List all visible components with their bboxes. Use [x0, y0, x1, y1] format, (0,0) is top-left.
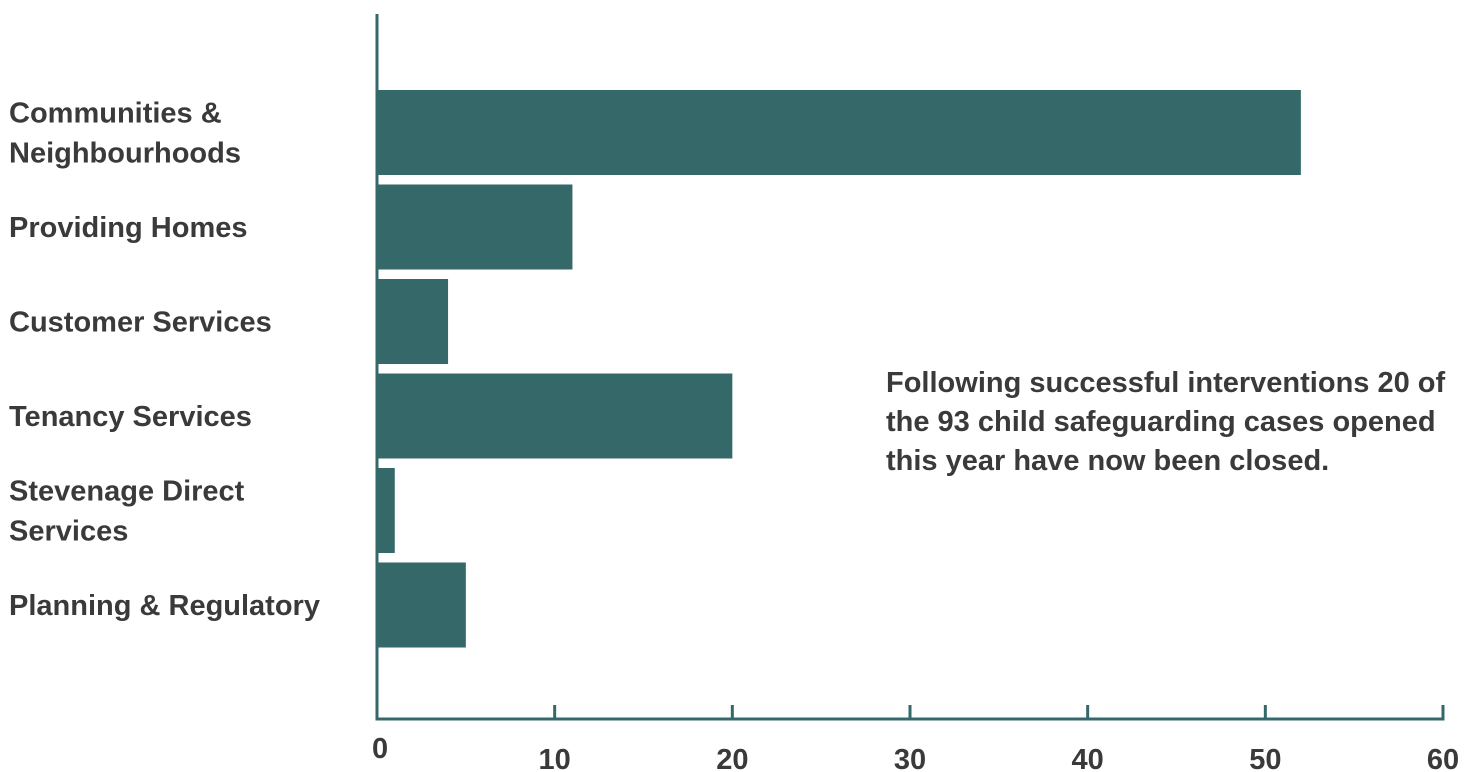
category-label-line: Communities & — [9, 98, 222, 130]
bar-5 — [377, 562, 466, 648]
x-tick-label-0: 0 — [372, 733, 388, 765]
category-label-line: Neighbourhoods — [9, 138, 241, 170]
category-label-3: Tenancy Services — [9, 401, 252, 433]
category-label-4: Stevenage Direct Services — [9, 476, 245, 548]
bar-1 — [377, 184, 573, 270]
category-label-1: Providing Homes — [9, 212, 248, 244]
bar-4 — [377, 468, 395, 553]
tick-labels-group: 0 10 20 30 40 50 60 — [372, 733, 1459, 772]
category-label-line: Customer Services — [9, 307, 272, 339]
category-label-line: Planning & Regulatory — [9, 590, 320, 622]
x-tick-label-5: 50 — [1249, 744, 1281, 772]
x-tick-label-1: 10 — [539, 744, 571, 772]
category-label-2: Customer Services — [9, 307, 272, 339]
x-tick-label-2: 20 — [716, 744, 748, 772]
category-labels-group: Communities & Neighbourhoods Providing Hom… — [9, 98, 320, 623]
bar-0 — [377, 90, 1301, 175]
category-label-line: Tenancy Services — [9, 401, 252, 433]
x-tick-label-6: 60 — [1427, 744, 1459, 772]
axes-group — [375, 14, 1445, 721]
bars-group — [377, 90, 1301, 648]
bar-3 — [377, 373, 733, 459]
x-tick-label-4: 40 — [1072, 744, 1104, 772]
category-label-line: Providing Homes — [9, 212, 248, 244]
category-label-5: Planning & Regulatory — [9, 590, 320, 622]
category-label-line: Services — [9, 516, 128, 548]
chart-annotation: Following successful interventions 20 of… — [886, 367, 1446, 477]
category-label-0: Communities & Neighbourhoods — [9, 98, 241, 170]
bar-2 — [377, 279, 449, 364]
category-label-line: Stevenage Direct — [9, 476, 245, 508]
x-tick-label-3: 30 — [894, 744, 926, 772]
